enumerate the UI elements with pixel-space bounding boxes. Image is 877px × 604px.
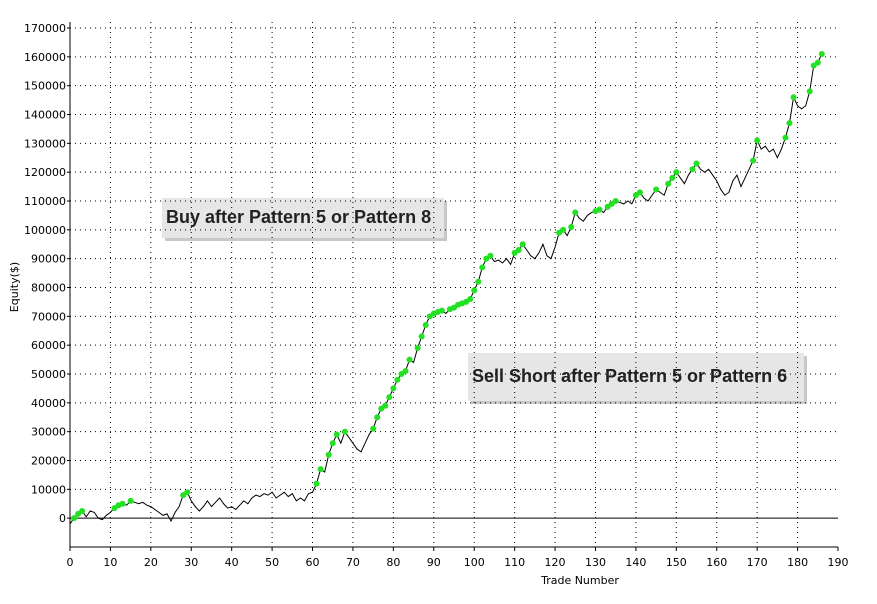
x-tick-label: 140: [625, 556, 646, 569]
y-tick-label: 140000: [24, 109, 66, 122]
y-tick-label: 0: [59, 512, 66, 525]
new-high-marker: [370, 425, 377, 432]
new-high-marker: [475, 278, 482, 285]
x-tick-label: 0: [67, 556, 74, 569]
y-tick-label: 80000: [31, 282, 66, 295]
x-tick-label: 80: [386, 556, 400, 569]
y-tick-label: 30000: [31, 426, 66, 439]
y-tick-label: 110000: [24, 195, 66, 208]
y-tick-label: 90000: [31, 253, 66, 266]
y-tick-label: 120000: [24, 166, 66, 179]
new-high-marker: [806, 88, 813, 95]
new-high-marker: [814, 59, 821, 66]
equity-line: [69, 53, 823, 525]
new-high-marker: [790, 94, 797, 101]
x-tick-label: 30: [184, 556, 198, 569]
new-high-marker: [386, 394, 393, 401]
new-high-marker: [665, 180, 672, 187]
new-high-marker: [418, 333, 425, 340]
new-high-marker: [693, 160, 700, 167]
new-high-marker: [596, 206, 603, 213]
new-high-marker: [127, 497, 134, 504]
new-high-marker: [333, 431, 340, 438]
new-high-marker: [750, 157, 757, 164]
new-high-marker: [414, 345, 421, 352]
new-high-marker: [636, 189, 643, 196]
new-high-marker: [119, 500, 126, 507]
new-high-marker: [390, 385, 397, 392]
y-tick-label: 70000: [31, 310, 66, 323]
y-tick-label: 160000: [24, 51, 66, 64]
annotation: Buy after Pattern 5 or Pattern 8: [166, 207, 431, 227]
y-tick-label: 170000: [24, 22, 66, 35]
new-high-marker: [653, 186, 660, 193]
x-tick-label: 100: [464, 556, 485, 569]
x-tick-label: 180: [787, 556, 808, 569]
new-high-marker: [673, 169, 680, 176]
new-high-marker: [572, 209, 579, 216]
y-tick-label: 20000: [31, 455, 66, 468]
new-high-marker: [184, 489, 191, 496]
x-tick-label: 90: [427, 556, 441, 569]
y-tick-label: 60000: [31, 339, 66, 352]
x-tick-label: 150: [666, 556, 687, 569]
new-high-marker: [669, 174, 676, 181]
new-high-marker: [71, 515, 78, 522]
new-high-marker: [487, 252, 494, 259]
x-tick-label: 40: [225, 556, 239, 569]
x-tick-label: 20: [144, 556, 158, 569]
new-high-marker: [471, 287, 478, 294]
new-high-marker: [374, 414, 381, 421]
y-tick-label: 10000: [31, 483, 66, 496]
x-tick-label: 110: [504, 556, 525, 569]
new-high-marker: [818, 50, 825, 57]
new-high-marker: [317, 466, 324, 473]
new-high-marker: [519, 241, 526, 248]
note-box: [162, 198, 444, 238]
x-tick-label: 170: [747, 556, 768, 569]
x-tick-label: 50: [265, 556, 279, 569]
new-high-marker: [313, 480, 320, 487]
new-high-marker: [438, 307, 445, 314]
x-tick-label: 70: [346, 556, 360, 569]
new-high-marker: [325, 451, 332, 458]
x-tick-label: 120: [545, 556, 566, 569]
x-axis-label: Trade Number: [540, 574, 619, 587]
new-high-marker: [329, 440, 336, 447]
new-high-marker: [406, 356, 413, 363]
new-high-marker: [402, 368, 409, 375]
x-tick-label: 190: [828, 556, 849, 569]
new-high-marker: [467, 296, 474, 303]
new-high-marker: [786, 120, 793, 127]
new-high-marker: [782, 134, 789, 141]
y-tick-label: 50000: [31, 368, 66, 381]
annotation: Sell Short after Pattern 5 or Pattern 6: [472, 366, 787, 386]
x-tick-label: 130: [585, 556, 606, 569]
x-tick-label: 60: [306, 556, 320, 569]
new-high-marker: [560, 226, 567, 233]
y-tick-label: 150000: [24, 80, 66, 93]
new-high-marker: [479, 264, 486, 271]
x-tick-label: 10: [103, 556, 117, 569]
new-high-marker: [568, 223, 575, 230]
y-tick-label: 130000: [24, 137, 66, 150]
new-high-marker: [341, 428, 348, 435]
new-high-marker: [422, 321, 429, 328]
new-high-marker: [79, 507, 86, 514]
x-tick-label: 160: [706, 556, 727, 569]
new-high-marker: [754, 137, 761, 144]
new-high-marker: [515, 247, 522, 254]
y-axis-label: Equity($): [8, 262, 21, 312]
new-high-marker: [382, 402, 389, 409]
y-tick-label: 40000: [31, 397, 66, 410]
y-tick-label: 100000: [24, 224, 66, 237]
new-high-marker: [394, 376, 401, 383]
new-high-marker: [689, 166, 696, 173]
new-high-marker: [612, 198, 619, 204]
